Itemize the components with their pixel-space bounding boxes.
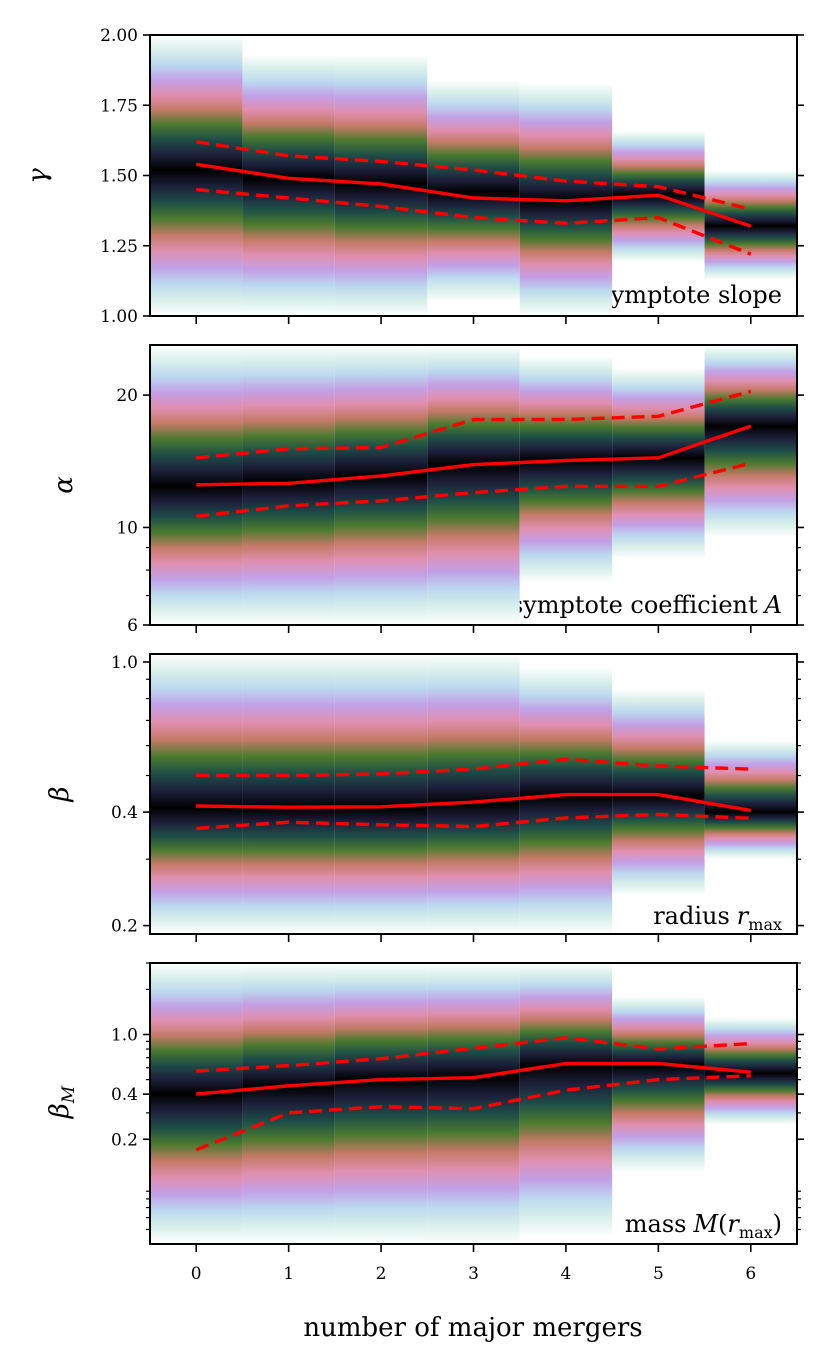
betaM-ytick-label-1: 0.4 — [111, 1085, 138, 1105]
beta-ytick-label-1: 0.4 — [111, 803, 138, 823]
beta-upper-quantile-line — [196, 757, 751, 778]
xtick-label-2: 2 — [376, 1264, 387, 1284]
alpha-distribution-strip-5 — [612, 368, 705, 559]
gamma-ytick-label-1: 1.25 — [100, 237, 138, 257]
gamma-median-line — [195, 162, 752, 228]
beta-distribution-strip-5 — [612, 688, 705, 896]
gamma-lower-quantile-line — [196, 187, 752, 256]
panel-label-radius: radius rmax — [653, 902, 782, 934]
betaM-lower-quantile-line — [195, 1074, 751, 1152]
alpha-distribution-strip-6 — [704, 345, 797, 538]
gamma-ytick-label-4: 2.00 — [100, 26, 138, 46]
x-axis-title: number of major mergers — [303, 1313, 642, 1343]
panel-betaM: βM mass M(rmax) 0.2 0.4 1.0 0 1 2 3 4 5 6 — [45, 962, 804, 1284]
gamma-ytick-label-0: 1.00 — [100, 307, 138, 327]
panel-beta: β radius rmax 0.2 0.4 1.0 — [45, 653, 804, 942]
gamma-ytick-label-3: 1.75 — [100, 96, 138, 116]
alpha-distribution-strip-3 — [427, 345, 520, 625]
beta-lower-quantile-line — [196, 812, 751, 831]
betaM-median-line — [196, 1061, 751, 1096]
gamma-ylabel: γ — [23, 168, 53, 184]
alpha-distribution-strip-4 — [519, 356, 613, 583]
xtick-label-5: 5 — [653, 1264, 664, 1284]
alpha-ytick-label-0: 6 — [127, 616, 138, 636]
beta-distribution-strip-6 — [704, 740, 797, 860]
xtick-label-6: 6 — [745, 1264, 756, 1284]
gamma-distribution-strip-1 — [242, 54, 335, 317]
gamma-upper-quantile-line — [195, 140, 752, 211]
alpha-median-line — [196, 424, 752, 487]
panel-alpha: α asymptote coefficient A 6 10 20 — [49, 344, 804, 636]
panel-gamma: γ asymptote slope 1.00 1.25 1.50 1.75 2.00 — [23, 26, 804, 327]
beta-ytick-label-2: 1.0 — [111, 653, 138, 673]
alpha-ylabel: α — [49, 476, 79, 494]
beta-distribution-strip-3 — [427, 654, 520, 934]
beta-distribution-strip-1 — [242, 654, 335, 934]
panel-label-asymptote-slope: asymptote slope — [584, 281, 782, 309]
betaM-distribution-strip-4 — [519, 963, 613, 1237]
betaM-ytick-label-2: 1.0 — [111, 1026, 138, 1046]
beta-distribution-strip-2 — [334, 654, 428, 934]
betaM-ytick-label-0: 0.2 — [111, 1130, 138, 1150]
gamma-distribution-strip-3 — [427, 79, 520, 302]
xtick-label-4: 4 — [561, 1264, 572, 1284]
alpha-ytick-label-1: 10 — [116, 518, 138, 538]
alpha-distribution-strip-2 — [334, 345, 428, 625]
alpha-lower-quantile-line — [196, 461, 752, 518]
gamma-distribution-strip-0 — [150, 35, 243, 316]
xtick-label-0: 0 — [191, 1264, 202, 1284]
betaM-distribution-strip-5 — [612, 996, 705, 1173]
beta-ylabel: β — [45, 786, 75, 802]
betaM-ylabel: βM — [45, 1085, 79, 1119]
alpha-upper-quantile-line — [196, 389, 752, 460]
betaM-upper-quantile-line — [196, 1036, 751, 1073]
beta-median-line — [196, 792, 752, 813]
beta-distribution-strip-0 — [150, 654, 243, 934]
panel-label-mass: mass M(rmax) — [625, 1210, 782, 1242]
panel-label-asymptote-coefficient: asymptote coefficient A — [497, 591, 782, 619]
xtick-label-3: 3 — [468, 1264, 479, 1284]
betaM-distribution-strip-0 — [150, 963, 243, 1244]
beta-ytick-label-0: 0.2 — [111, 917, 138, 937]
betaM-distribution-strip-2 — [334, 963, 428, 1244]
beta-distribution-strip-4 — [519, 666, 613, 934]
betaM-distribution-strip-3 — [427, 963, 520, 1244]
betaM-distribution-strip-1 — [242, 963, 335, 1244]
xtick-label-1: 1 — [283, 1264, 294, 1284]
alpha-ytick-label-2: 20 — [116, 386, 138, 406]
gamma-ytick-label-2: 1.50 — [100, 167, 138, 187]
